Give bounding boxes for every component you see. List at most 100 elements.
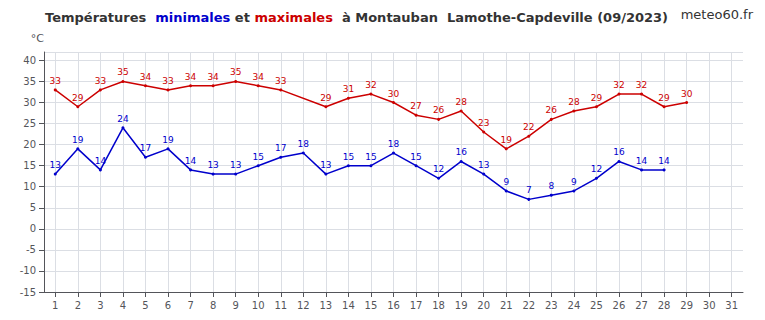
svg-text:6: 6 <box>165 300 171 311</box>
svg-text:33: 33 <box>162 76 173 86</box>
svg-text:31: 31 <box>725 300 738 311</box>
svg-text:30: 30 <box>388 89 400 99</box>
svg-text:34: 34 <box>207 72 219 82</box>
svg-text:21: 21 <box>500 300 513 311</box>
svg-text:1: 1 <box>52 300 58 311</box>
svg-text:20: 20 <box>23 139 36 150</box>
svg-text:27: 27 <box>410 101 421 111</box>
svg-text:19: 19 <box>162 135 174 145</box>
svg-text:15: 15 <box>343 152 354 162</box>
svg-text:25: 25 <box>23 118 36 129</box>
svg-text:7: 7 <box>526 185 532 195</box>
svg-text:28: 28 <box>658 300 671 311</box>
svg-text:34: 34 <box>252 72 264 82</box>
svg-text:-5: -5 <box>26 244 36 255</box>
svg-text:23: 23 <box>545 300 558 311</box>
svg-text:32: 32 <box>636 80 647 90</box>
svg-text:34: 34 <box>140 72 152 82</box>
svg-text:et: et <box>230 10 254 25</box>
svg-text:13: 13 <box>478 160 489 170</box>
svg-text:19: 19 <box>501 135 513 145</box>
svg-text:35: 35 <box>230 67 241 77</box>
svg-text:24: 24 <box>117 114 129 124</box>
svg-text:17: 17 <box>275 143 286 153</box>
svg-text:14: 14 <box>342 300 355 311</box>
svg-text:16: 16 <box>387 300 400 311</box>
svg-text:8: 8 <box>210 300 216 311</box>
svg-text:13: 13 <box>50 160 61 170</box>
svg-text:31: 31 <box>343 84 354 94</box>
svg-text:29: 29 <box>658 93 670 103</box>
svg-text:17: 17 <box>140 143 151 153</box>
svg-text:32: 32 <box>365 80 376 90</box>
svg-text:29: 29 <box>320 93 332 103</box>
svg-text:10: 10 <box>23 181 36 192</box>
svg-text:26: 26 <box>613 300 626 311</box>
svg-text:meteo60.fr: meteo60.fr <box>681 7 754 22</box>
svg-text:14: 14 <box>636 156 648 166</box>
svg-text:-15: -15 <box>20 287 36 298</box>
svg-text:33: 33 <box>50 76 61 86</box>
svg-text:28: 28 <box>568 97 580 107</box>
svg-text:33: 33 <box>275 76 286 86</box>
svg-text:25: 25 <box>590 300 603 311</box>
svg-text:29: 29 <box>72 93 84 103</box>
svg-text:32: 32 <box>613 80 624 90</box>
svg-text:0: 0 <box>30 223 36 234</box>
svg-text:29: 29 <box>680 300 693 311</box>
svg-text:19: 19 <box>72 135 84 145</box>
svg-text:-10: -10 <box>20 265 36 276</box>
svg-text:minimales: minimales <box>155 10 230 25</box>
svg-text:16: 16 <box>455 147 467 157</box>
svg-text:13: 13 <box>320 160 331 170</box>
svg-text:18: 18 <box>388 139 400 149</box>
svg-text:28: 28 <box>455 97 467 107</box>
svg-text:5: 5 <box>30 202 36 213</box>
svg-text:40: 40 <box>23 55 36 66</box>
svg-text:29: 29 <box>591 93 603 103</box>
svg-text:30: 30 <box>703 300 716 311</box>
svg-text:8: 8 <box>548 181 554 191</box>
svg-text:11: 11 <box>274 300 287 311</box>
svg-text:14: 14 <box>95 156 107 166</box>
svg-text:35: 35 <box>23 76 36 87</box>
svg-text:15: 15 <box>410 152 421 162</box>
svg-text:15: 15 <box>365 152 376 162</box>
svg-text:°C: °C <box>31 32 45 45</box>
svg-text:9: 9 <box>571 177 577 187</box>
svg-text:10: 10 <box>252 300 265 311</box>
svg-text:12: 12 <box>591 164 602 174</box>
svg-text:13: 13 <box>319 300 332 311</box>
svg-text:18: 18 <box>432 300 445 311</box>
svg-text:26: 26 <box>433 105 445 115</box>
svg-text:14: 14 <box>185 156 197 166</box>
svg-text:5: 5 <box>142 300 148 311</box>
svg-text:2: 2 <box>75 300 81 311</box>
svg-text:24: 24 <box>568 300 581 311</box>
svg-text:27: 27 <box>635 300 648 311</box>
svg-text:33: 33 <box>95 76 106 86</box>
svg-text:7: 7 <box>187 300 193 311</box>
svg-text:15: 15 <box>365 300 378 311</box>
svg-text:30: 30 <box>681 89 693 99</box>
svg-text:23: 23 <box>478 118 489 128</box>
svg-text:14: 14 <box>658 156 670 166</box>
svg-text:à Montauban Lamothe-Capdevill: à Montauban Lamothe-Capdeville (09/2023) <box>333 10 668 25</box>
svg-text:9: 9 <box>503 177 509 187</box>
svg-text:15: 15 <box>23 160 36 171</box>
svg-text:35: 35 <box>117 67 128 77</box>
svg-text:13: 13 <box>230 160 241 170</box>
svg-text:22: 22 <box>522 300 535 311</box>
svg-text:17: 17 <box>410 300 423 311</box>
svg-text:3: 3 <box>97 300 103 311</box>
svg-text:13: 13 <box>207 160 218 170</box>
svg-text:4: 4 <box>120 300 126 311</box>
svg-text:12: 12 <box>433 164 444 174</box>
svg-text:30: 30 <box>23 97 36 108</box>
svg-text:Températures: Températures <box>45 10 155 25</box>
svg-text:22: 22 <box>523 122 534 132</box>
svg-text:16: 16 <box>613 147 625 157</box>
svg-text:20: 20 <box>477 300 490 311</box>
svg-text:15: 15 <box>252 152 263 162</box>
svg-text:12: 12 <box>297 300 310 311</box>
